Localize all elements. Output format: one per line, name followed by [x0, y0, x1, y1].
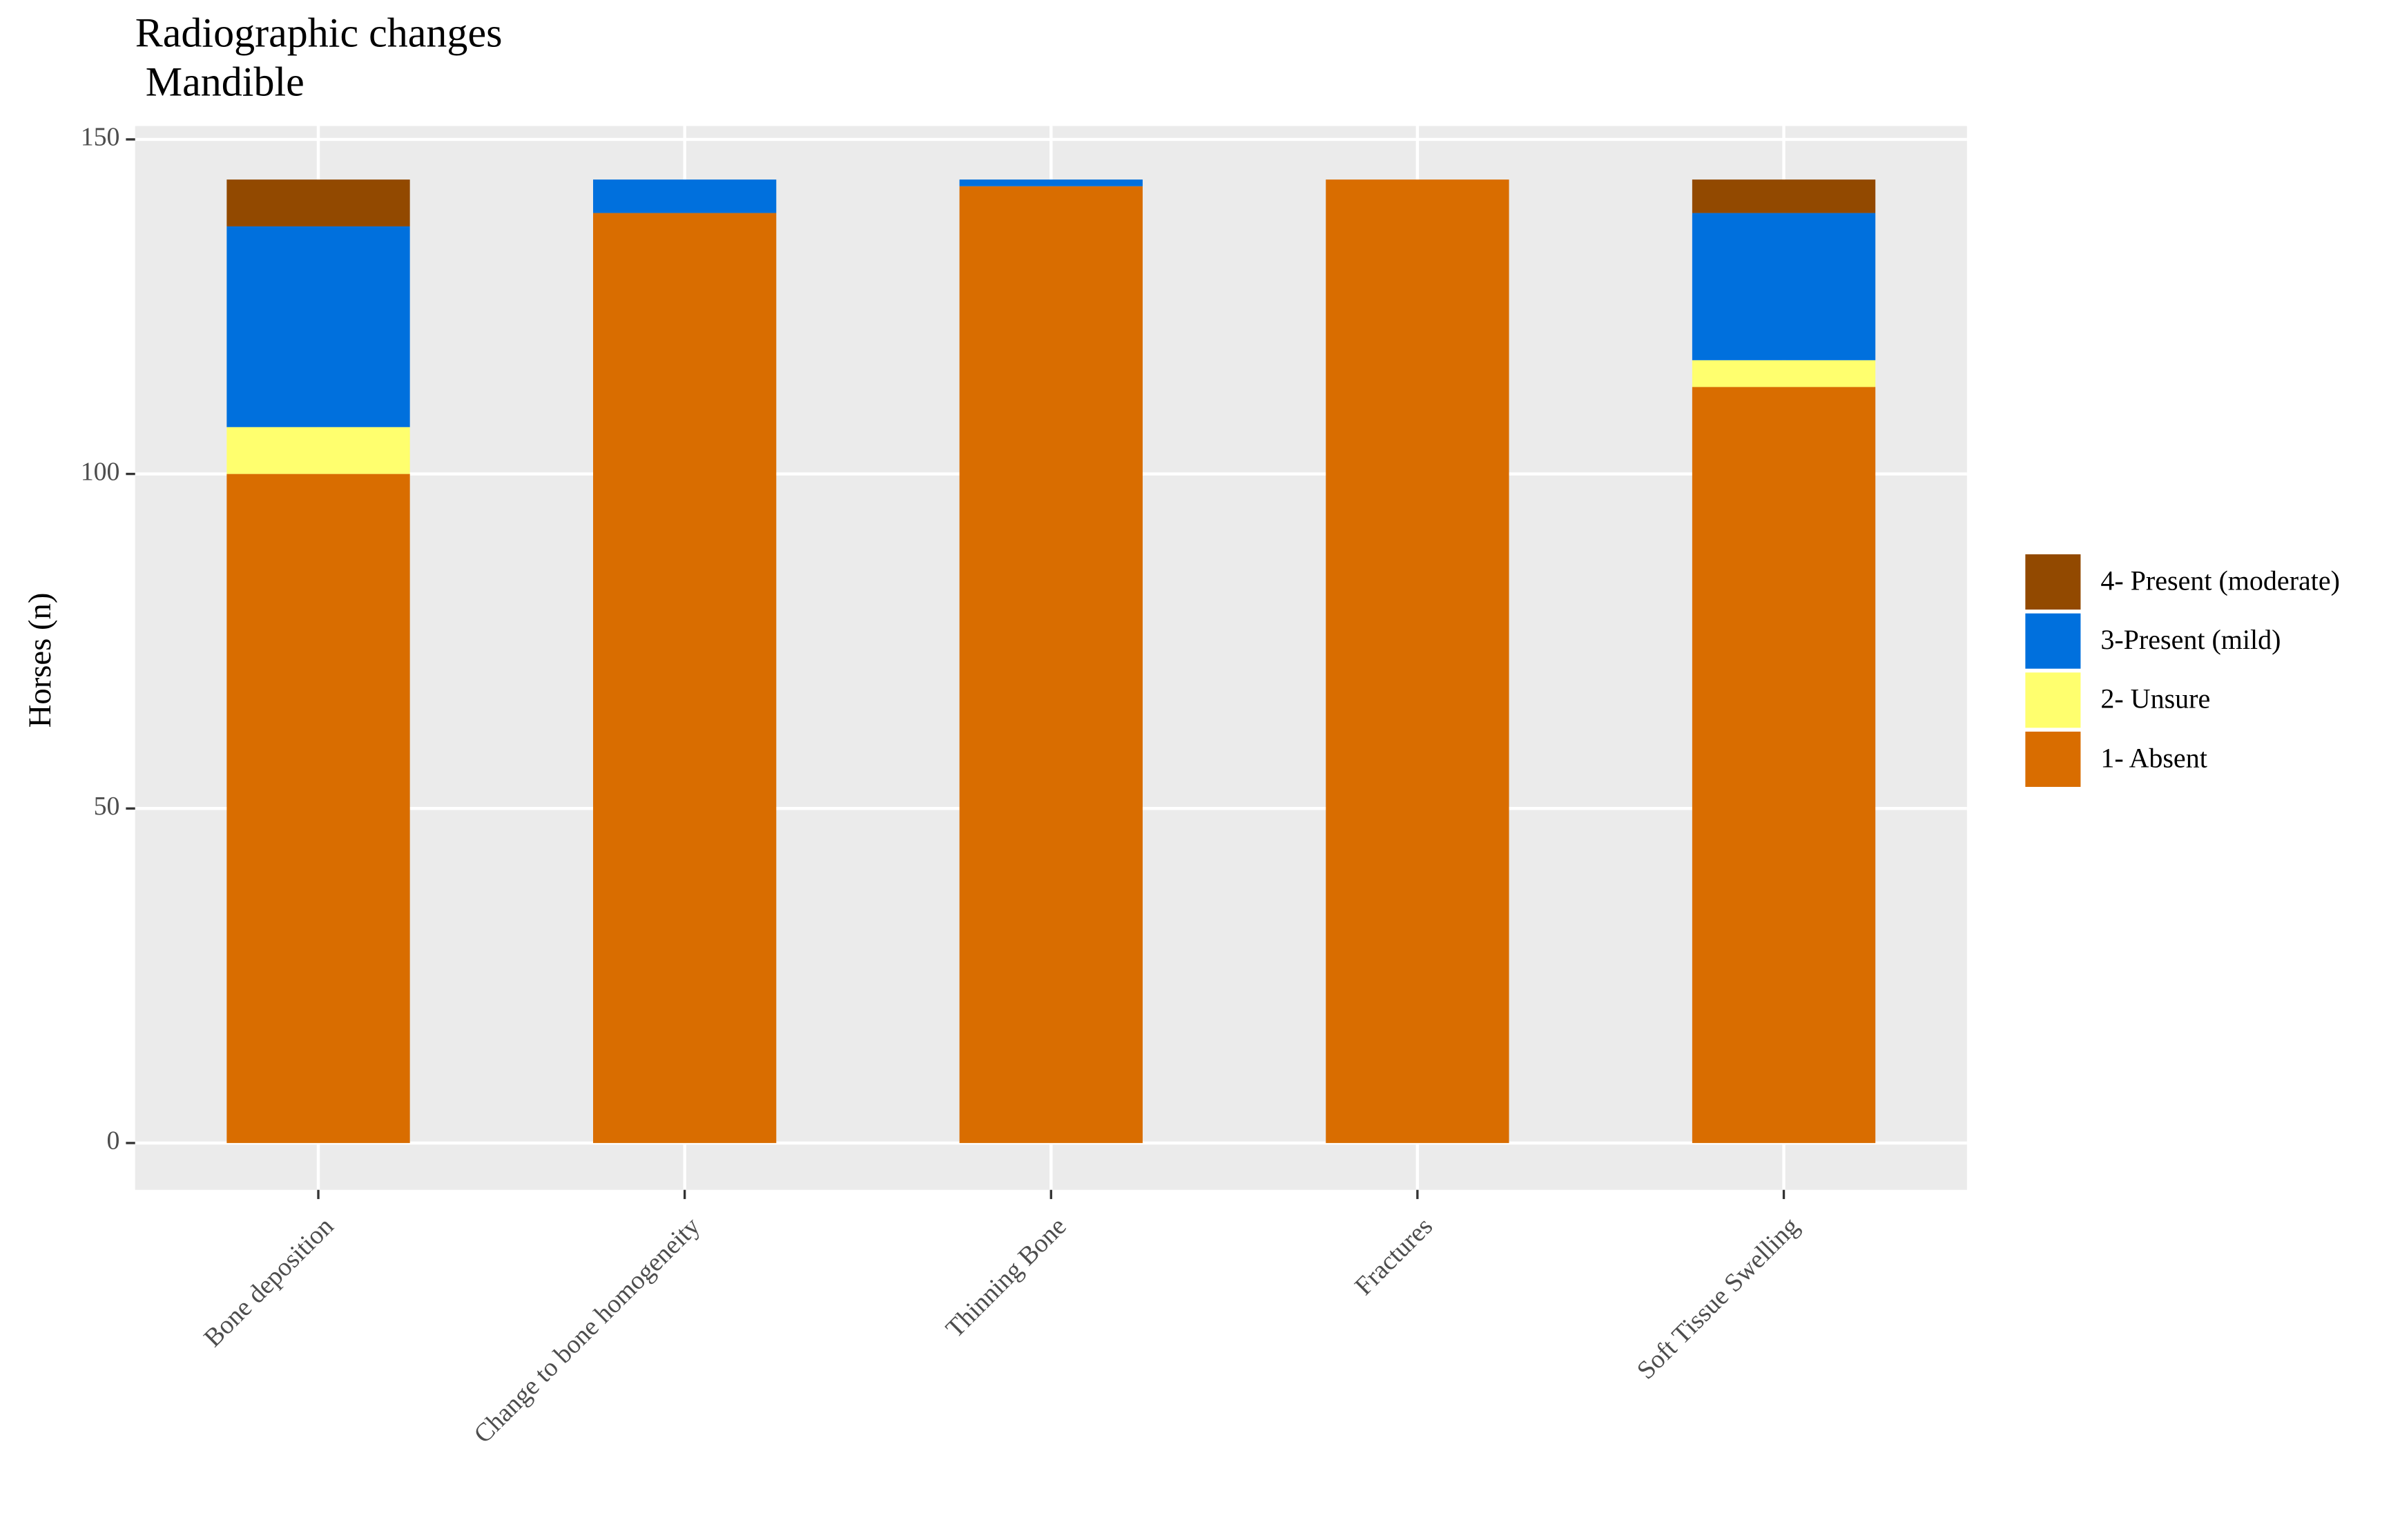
bar-segment: [1692, 387, 1876, 1143]
x-tick-label: Bone deposition: [198, 1211, 339, 1352]
bar-segment: [1692, 360, 1876, 387]
x-tick-label: Fractures: [1349, 1211, 1438, 1300]
bar-segment: [592, 179, 777, 213]
bar-segment: [959, 179, 1143, 186]
legend-key: [2025, 613, 2081, 669]
bar-segment: [226, 179, 410, 226]
y-tick-label: 0: [107, 1127, 120, 1156]
legend-label: 2- Unsure: [2100, 683, 2210, 714]
bar-segment: [1692, 179, 1876, 213]
legend-label: 4- Present (moderate): [2100, 565, 2340, 596]
bar-segment: [1692, 213, 1876, 360]
bar-segment: [226, 474, 410, 1143]
legend-key: [2025, 731, 2081, 787]
y-tick-label: 150: [81, 123, 120, 152]
y-tick-label: 50: [94, 792, 120, 821]
x-tick-label: Soft Tissue Swelling: [1632, 1211, 1805, 1385]
y-axis-label: Horses (n): [22, 593, 58, 728]
x-tick-label: Change to bone homogeneity: [468, 1211, 706, 1449]
bar-segment: [226, 226, 410, 427]
y-tick-label: 100: [81, 457, 120, 486]
bar-segment: [1326, 179, 1509, 1143]
chart-subtitle: Mandible: [135, 59, 304, 105]
chart-title: Radiographic changes: [135, 9, 503, 55]
bar-segment: [226, 427, 410, 474]
bar-segment: [959, 186, 1143, 1143]
legend-label: 1- Absent: [2100, 742, 2207, 773]
legend-key: [2025, 554, 2081, 610]
bar-segment: [592, 213, 777, 1143]
legend-label: 3-Present (mild): [2100, 624, 2281, 655]
legend-key: [2025, 672, 2081, 728]
x-tick-label: Thinning Bone: [940, 1211, 1072, 1343]
